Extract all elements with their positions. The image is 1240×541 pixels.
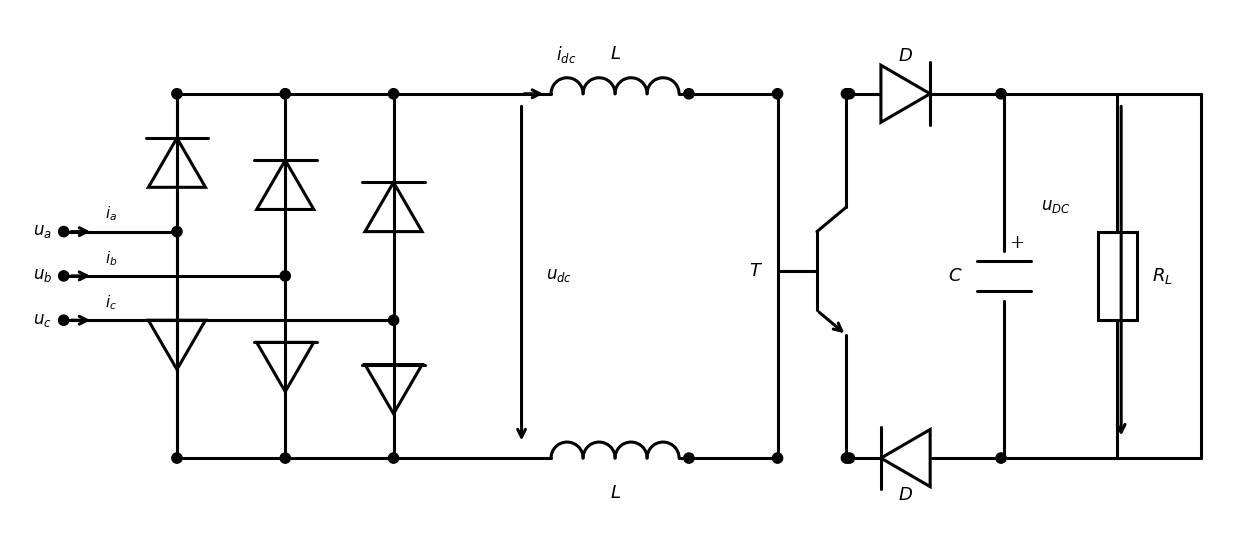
Text: $u_c$: $u_c$: [33, 312, 52, 329]
Text: $u_b$: $u_b$: [32, 267, 52, 285]
Circle shape: [172, 453, 182, 463]
Text: +: +: [1009, 234, 1024, 253]
Circle shape: [388, 315, 399, 325]
Circle shape: [388, 89, 399, 99]
Circle shape: [280, 271, 290, 281]
Circle shape: [996, 89, 1006, 99]
Text: $u_{DC}$: $u_{DC}$: [1040, 199, 1070, 215]
Text: $D$: $D$: [898, 48, 913, 65]
Circle shape: [773, 89, 782, 99]
Circle shape: [844, 453, 854, 463]
Text: $i_{dc}$: $i_{dc}$: [556, 44, 577, 65]
Circle shape: [58, 271, 69, 281]
Circle shape: [58, 227, 69, 237]
Circle shape: [773, 453, 782, 463]
Circle shape: [388, 453, 399, 463]
Circle shape: [280, 453, 290, 463]
Text: $D$: $D$: [898, 486, 913, 504]
Text: $i_a$: $i_a$: [105, 204, 117, 223]
Circle shape: [58, 315, 69, 325]
Text: $C$: $C$: [947, 267, 962, 285]
Circle shape: [280, 89, 290, 99]
Circle shape: [172, 227, 182, 237]
Bar: [1097, 232, 1137, 320]
Text: $R_L$: $R_L$: [1152, 266, 1173, 286]
Circle shape: [841, 453, 852, 463]
Circle shape: [844, 89, 854, 99]
Text: $T$: $T$: [749, 262, 763, 280]
Circle shape: [172, 89, 182, 99]
Text: $u_{dc}$: $u_{dc}$: [546, 267, 573, 285]
Text: $i_b$: $i_b$: [105, 249, 118, 268]
Circle shape: [841, 89, 852, 99]
Text: $L$: $L$: [610, 45, 620, 63]
Text: $i_c$: $i_c$: [105, 293, 117, 312]
Text: $u_a$: $u_a$: [33, 223, 52, 240]
Circle shape: [683, 453, 694, 463]
Circle shape: [683, 89, 694, 99]
Text: $L$: $L$: [610, 484, 620, 502]
Circle shape: [996, 453, 1006, 463]
